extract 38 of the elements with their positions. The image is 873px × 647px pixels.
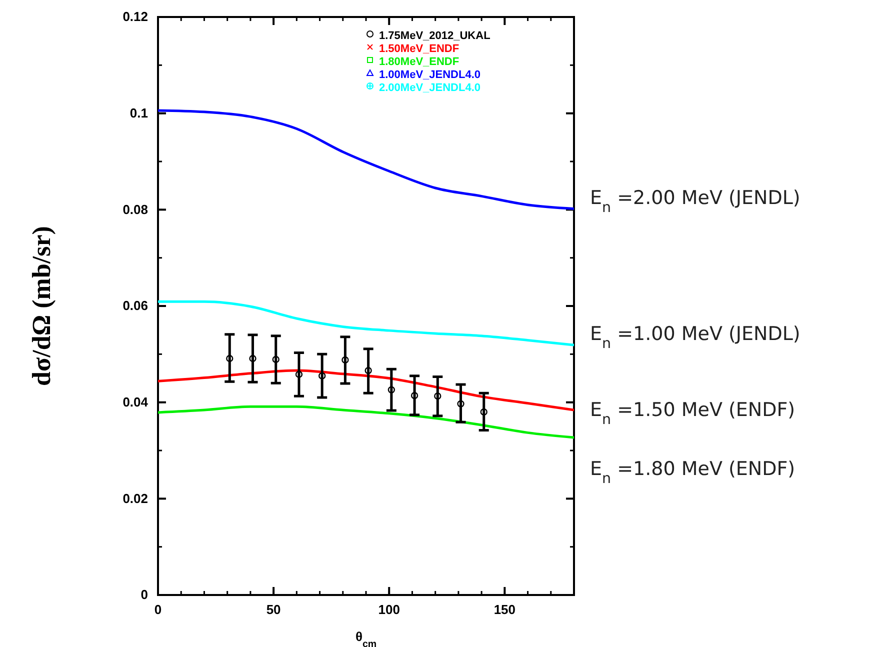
point (272, 356, 280, 364)
legend-label: 1.80MeV_ENDF (379, 56, 460, 68)
legend-label: 1.75MeV_2012_UKAL (379, 30, 491, 42)
text: E$_{n}$ =1.50 MeV (ENDF) (590, 399, 796, 428)
point (457, 400, 464, 408)
y-axis-title: dσ/dΩ (mb/sr) (27, 226, 56, 386)
line-series (158, 369, 574, 412)
line-series (158, 300, 574, 346)
point (318, 372, 326, 380)
line-series (158, 109, 574, 210)
x-axis-title: θ$_{cm}$ (355, 629, 377, 647)
y-tick-label: 0.04 (122, 394, 149, 410)
line-series (158, 405, 574, 439)
y-tick-label: 0 (140, 587, 148, 602)
x-tick-label: 100 (378, 602, 400, 618)
legend-label: 1.00MeV_JENDL4.0 (379, 69, 480, 81)
legend-label: 1.50MeV_ENDF (379, 43, 460, 55)
point (434, 392, 442, 400)
x-tick-label: 50 (266, 602, 281, 618)
text: E$_{n}$ =1.80 MeV (ENDF) (590, 458, 796, 487)
point (480, 408, 488, 416)
legend-label: 2.00MeV_JENDL4.0 (379, 82, 480, 94)
x-tick-label: 0 (154, 602, 162, 618)
point (249, 354, 256, 362)
point (364, 366, 372, 374)
point (226, 354, 234, 362)
point (295, 370, 303, 378)
x-tick-label: 150 (494, 602, 516, 618)
point (410, 392, 418, 400)
point (342, 356, 349, 364)
y-tick-label: 0.1 (130, 105, 148, 120)
y-tick-label: 0.08 (122, 202, 148, 217)
y-tick-label: 0.12 (122, 9, 148, 24)
point (388, 386, 396, 394)
y-tick-label: 0.02 (122, 490, 148, 506)
text: E$_{n}$ =1.00 MeV (JENDL) (590, 323, 800, 352)
text: E$_{n}$ =2.00 MeV (JENDL) (590, 187, 800, 216)
y-tick-label: 0.06 (122, 298, 148, 314)
